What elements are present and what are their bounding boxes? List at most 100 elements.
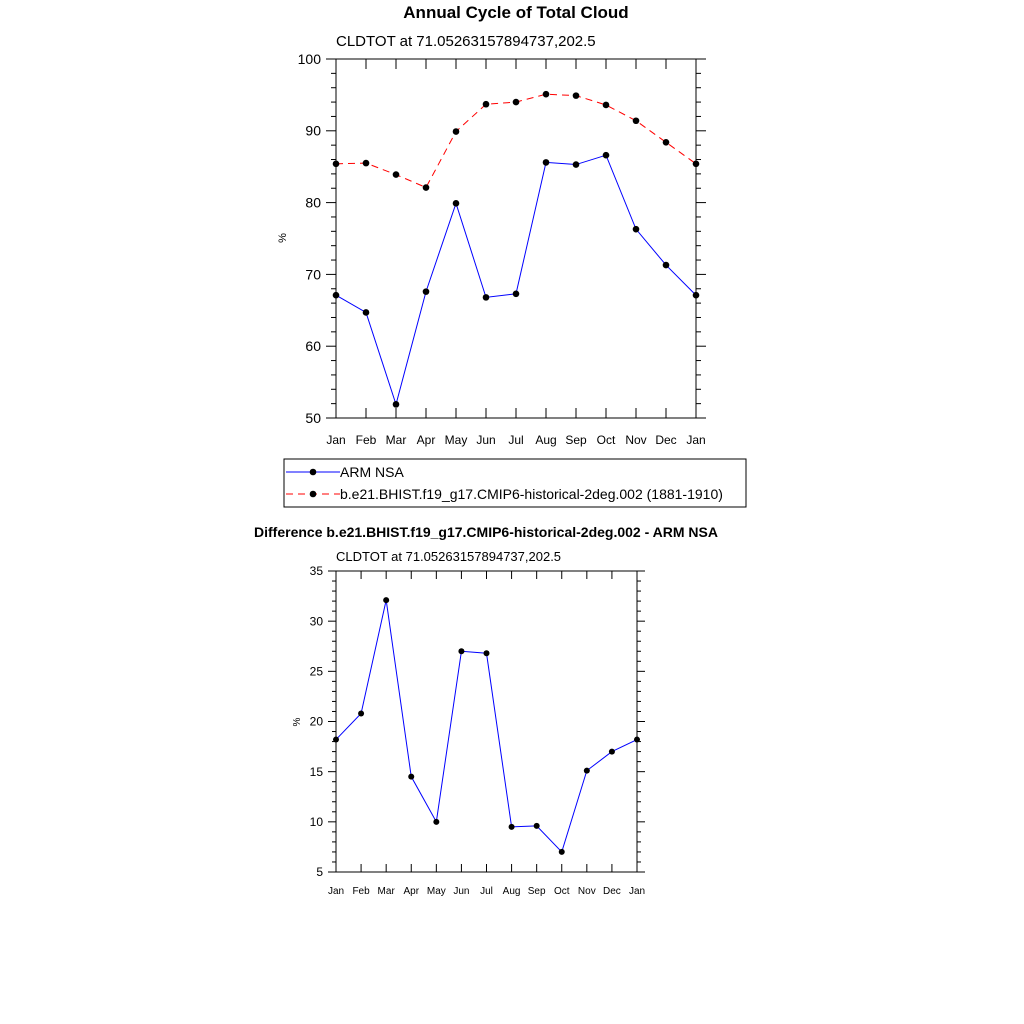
- x-tick-label: May: [427, 886, 446, 897]
- y-tick-label: 15: [310, 765, 324, 779]
- data-point: [602, 101, 610, 109]
- data-point: [662, 261, 670, 269]
- difference-chart-subtitle: CLDTOT at 71.05263157894737,202.5: [336, 549, 561, 564]
- data-point: [392, 401, 400, 408]
- data-point: [608, 748, 615, 755]
- legend-marker-series-1: [309, 490, 317, 498]
- x-tick-label: Jun: [476, 433, 495, 447]
- data-point: [662, 138, 670, 146]
- legend-marker-series-0: [309, 468, 317, 476]
- data-point: [392, 171, 400, 178]
- series-line-0: [335, 599, 638, 853]
- plot-area-bottom: Jan Feb Mar Apr May Jun Jul Aug Sep Oct Nov Dec Jan 5…: [310, 564, 645, 897]
- difference-chart-title: Difference b.e21.BHIST.f19_g17.CMIP6-his…: [254, 524, 718, 540]
- data-point: [583, 767, 590, 774]
- x-tick-label: Sep: [565, 433, 587, 447]
- legend-label-series-1: b.e21.BHIST.f19_g17.CMIP6-historical-2de…: [340, 486, 723, 502]
- y-tick-label: 5: [316, 865, 323, 879]
- legend-box: [283, 458, 747, 508]
- x-tick-label: May: [445, 433, 468, 447]
- x-tick-label: Nov: [625, 433, 646, 447]
- x-tick-label: Mar: [378, 886, 396, 897]
- x-tick-label: Mar: [386, 433, 407, 447]
- data-point: [452, 128, 460, 135]
- series-line-1: [335, 93, 697, 189]
- legend: ARM NSA b.e21.BHIST.f19_g17.CMIP6-histor…: [283, 458, 747, 508]
- plot-area-top: Jan Feb Mar Apr May Jun Jul Aug Sep Oct Nov Dec Jan 5…: [298, 51, 706, 447]
- x-tick-label: Jul: [480, 886, 493, 897]
- data-point: [482, 100, 490, 108]
- plot-frame: [335, 58, 697, 419]
- x-tick-label: Apr: [417, 433, 436, 447]
- data-point: [433, 818, 440, 825]
- chart-title: Annual Cycle of Total Cloud: [403, 3, 628, 22]
- data-point: [512, 290, 520, 298]
- data-point: [512, 98, 520, 106]
- data-point: [333, 736, 339, 743]
- y-tick-label: 60: [305, 338, 321, 354]
- cloud-annual-cycle-chart: Annual Cycle of Total Cloud CLDTOT at 71…: [277, 3, 706, 447]
- data-point: [692, 291, 700, 299]
- y-tick-label: 50: [305, 410, 321, 426]
- series-line-0: [335, 154, 697, 407]
- x-tick-label: Oct: [597, 433, 616, 447]
- x-tick-label: Apr: [403, 886, 419, 897]
- y-axis-label: %: [277, 233, 289, 243]
- x-tick-label: Feb: [356, 433, 377, 447]
- data-point: [602, 151, 610, 159]
- data-point: [408, 773, 415, 780]
- data-point: [422, 184, 430, 191]
- y-tick-label: 20: [310, 715, 324, 729]
- x-tick-label: Dec: [603, 886, 621, 897]
- y-tick-label: 80: [305, 195, 321, 211]
- x-tick-label: Aug: [503, 886, 521, 897]
- x-tick-label: Aug: [535, 433, 556, 447]
- data-point: [542, 90, 550, 98]
- difference-y-axis-label: %: [292, 717, 303, 726]
- data-point: [533, 822, 540, 829]
- data-point: [632, 117, 640, 125]
- x-tick-label: Jun: [453, 886, 469, 897]
- data-point: [452, 200, 460, 207]
- y-tick-label: 25: [310, 665, 324, 679]
- data-point: [362, 309, 370, 316]
- x-tick-label: Jan: [629, 886, 645, 897]
- y-tick-label: 90: [305, 123, 321, 139]
- x-tick-label: Dec: [655, 433, 676, 447]
- x-tick-label: Nov: [578, 886, 596, 897]
- data-point: [572, 161, 580, 168]
- x-tick-label: Jan: [328, 886, 344, 897]
- data-point: [508, 823, 515, 830]
- x-tick-label: Jan: [326, 433, 345, 447]
- x-tick-label: Jul: [508, 433, 523, 447]
- x-tick-label: Oct: [554, 886, 570, 897]
- data-point: [482, 294, 490, 301]
- data-point: [634, 736, 640, 743]
- y-tick-label: 70: [305, 266, 321, 282]
- y-tick-label: 35: [310, 564, 324, 578]
- y-tick-label: 30: [310, 614, 324, 628]
- data-point: [542, 159, 550, 166]
- y-tick-label: 10: [310, 815, 324, 829]
- y-tick-label: 100: [298, 51, 322, 67]
- data-point: [483, 650, 490, 657]
- x-tick-label: Jan: [686, 433, 705, 447]
- data-point: [692, 160, 700, 168]
- data-point: [458, 648, 465, 655]
- data-point: [632, 225, 640, 233]
- data-point: [572, 92, 580, 99]
- data-point: [332, 291, 340, 299]
- chart-subtitle: CLDTOT at 71.05263157894737,202.5: [336, 33, 596, 50]
- data-point: [558, 848, 565, 855]
- plot-frame: [335, 570, 638, 873]
- legend-label-series-0: ARM NSA: [340, 464, 404, 480]
- data-point: [422, 288, 430, 295]
- data-point: [362, 159, 370, 167]
- data-point: [332, 160, 340, 168]
- data-point: [383, 597, 390, 604]
- data-point: [358, 710, 365, 717]
- difference-chart: Difference b.e21.BHIST.f19_g17.CMIP6-his…: [254, 524, 718, 897]
- x-tick-label: Sep: [528, 886, 546, 897]
- x-tick-label: Feb: [352, 886, 370, 897]
